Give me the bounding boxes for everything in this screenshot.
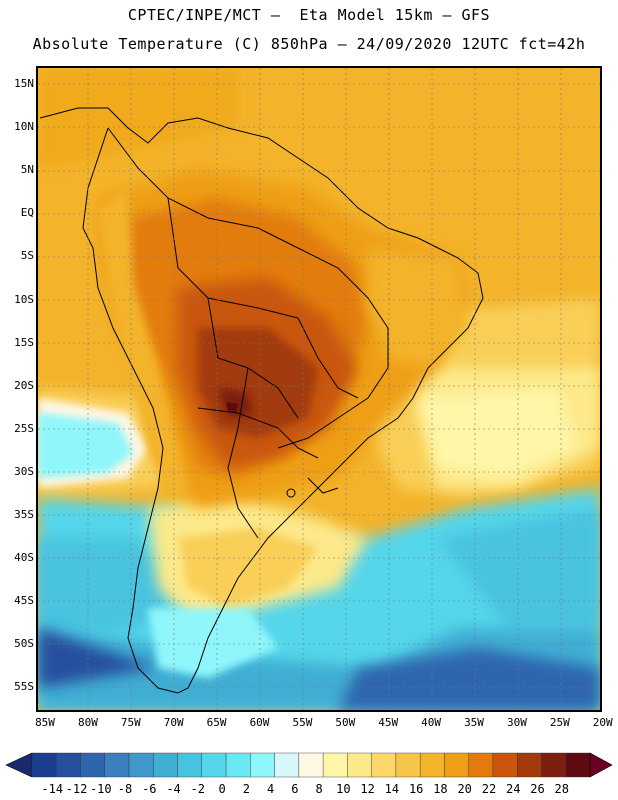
colorbar-tick-label: -10 <box>89 782 112 796</box>
colorbar-under-arrow <box>5 752 33 778</box>
colorbar-swatch <box>468 752 494 778</box>
colorbar-swatch <box>201 752 227 778</box>
colorbar-swatch <box>128 752 154 778</box>
colorbar-swatch <box>371 752 397 778</box>
colorbar-swatch <box>541 752 566 778</box>
colorbar-swatch <box>395 752 421 778</box>
colorbar-tick-label: -2 <box>190 782 206 796</box>
longitude-label: 70W <box>163 716 184 729</box>
colorbar-swatch <box>517 752 542 778</box>
longitude-label: 40W <box>421 716 442 729</box>
colorbar-tick-label: 20 <box>457 782 472 796</box>
colorbar-tick-label: -14 <box>41 782 64 796</box>
latitude-label: 30S <box>14 464 34 478</box>
colorbar-swatch <box>104 752 130 778</box>
colorbar-swatch <box>177 752 203 778</box>
colorbar-tick-label: 12 <box>360 782 375 796</box>
temperature-colorbar <box>0 748 618 782</box>
latitude-label: 50S <box>14 637 34 651</box>
longitude-label: 75W <box>120 716 141 729</box>
colorbar-swatch <box>444 752 469 778</box>
latitude-label: 5N <box>20 163 34 177</box>
longitude-label: 55W <box>292 716 313 729</box>
latitude-label: 15S <box>14 335 34 349</box>
latitude-label: 20S <box>14 378 34 392</box>
latitude-label: 5S <box>20 249 34 263</box>
colorbar-tick-label: 26 <box>530 782 545 796</box>
temperature-map[interactable] <box>36 66 602 712</box>
colorbar-swatch <box>31 752 57 778</box>
colorbar-tick-label: -6 <box>142 782 157 796</box>
colorbar-swatch <box>347 752 372 778</box>
graticule <box>38 68 600 710</box>
latitude-label: 15N <box>14 77 34 90</box>
latitude-label: 55S <box>14 680 34 694</box>
colorbar-tick-label: 22 <box>481 782 497 796</box>
colorbar-tick-label: 14 <box>384 782 400 796</box>
colorbar-swatch <box>274 752 300 778</box>
colorbar-tick-label: 0 <box>218 782 226 796</box>
colorbar-swatch <box>225 752 251 778</box>
colorbar-swatch <box>153 752 178 778</box>
longitude-label: 65W <box>206 716 227 729</box>
latitude-label: 45S <box>14 594 34 608</box>
colorbar-swatch <box>322 752 348 778</box>
longitude-label: 25W <box>549 716 570 729</box>
temperature-field <box>38 68 600 710</box>
longitude-label: 45W <box>378 716 399 729</box>
longitude-label: 80W <box>77 716 98 729</box>
colorbar-tick-label: 6 <box>291 782 299 796</box>
colorbar-tick-label: 8 <box>315 782 323 796</box>
colorbar-swatch <box>80 752 105 778</box>
latitude-label: 25S <box>14 421 34 435</box>
latitude-label: 35S <box>14 508 34 521</box>
longitude-label: 85W <box>35 716 55 729</box>
longitude-label: 35W <box>464 716 484 729</box>
latitude-label: EQ <box>20 206 34 220</box>
colorbar-tick-label: 28 <box>554 782 569 796</box>
colorbar-swatch <box>492 752 518 778</box>
colorbar-tick-label: 24 <box>505 782 521 796</box>
map-title-model: CPTEC/INPE/MCT – Eta Model 15km – GFS <box>127 6 491 24</box>
colorbar-tick-label: 18 <box>433 782 448 796</box>
colorbar-swatch <box>419 752 445 778</box>
colorbar-tick-label: 4 <box>266 782 275 796</box>
latitude-label: 40S <box>14 551 34 565</box>
colorbar-tick-label: -12 <box>65 782 88 796</box>
colorbar-tick-label: -8 <box>117 782 133 796</box>
longitude-label: 50W <box>335 716 356 729</box>
coastline-borders <box>39 107 484 694</box>
colorbar-tick-label: 2 <box>242 782 250 796</box>
latitude-label: 10N <box>14 120 34 134</box>
colorbar-swatch <box>298 752 324 778</box>
colorbar-over-arrow <box>589 752 613 778</box>
colorbar-tick-label: 16 <box>408 782 424 796</box>
colorbar-swatch <box>250 752 275 778</box>
longitude-label: 20W <box>592 716 613 729</box>
colorbar-swatch <box>565 752 591 778</box>
longitude-label: 60W <box>249 716 270 729</box>
latitude-label: 10S <box>14 292 34 306</box>
colorbar-swatch <box>56 752 81 778</box>
map-title-field: Absolute Temperature (C) 850hPa – 24/09/… <box>32 35 586 53</box>
longitude-label: 30W <box>506 716 527 729</box>
colorbar-tick-label: 10 <box>336 782 351 796</box>
colorbar-tick-label: -4 <box>166 782 181 796</box>
